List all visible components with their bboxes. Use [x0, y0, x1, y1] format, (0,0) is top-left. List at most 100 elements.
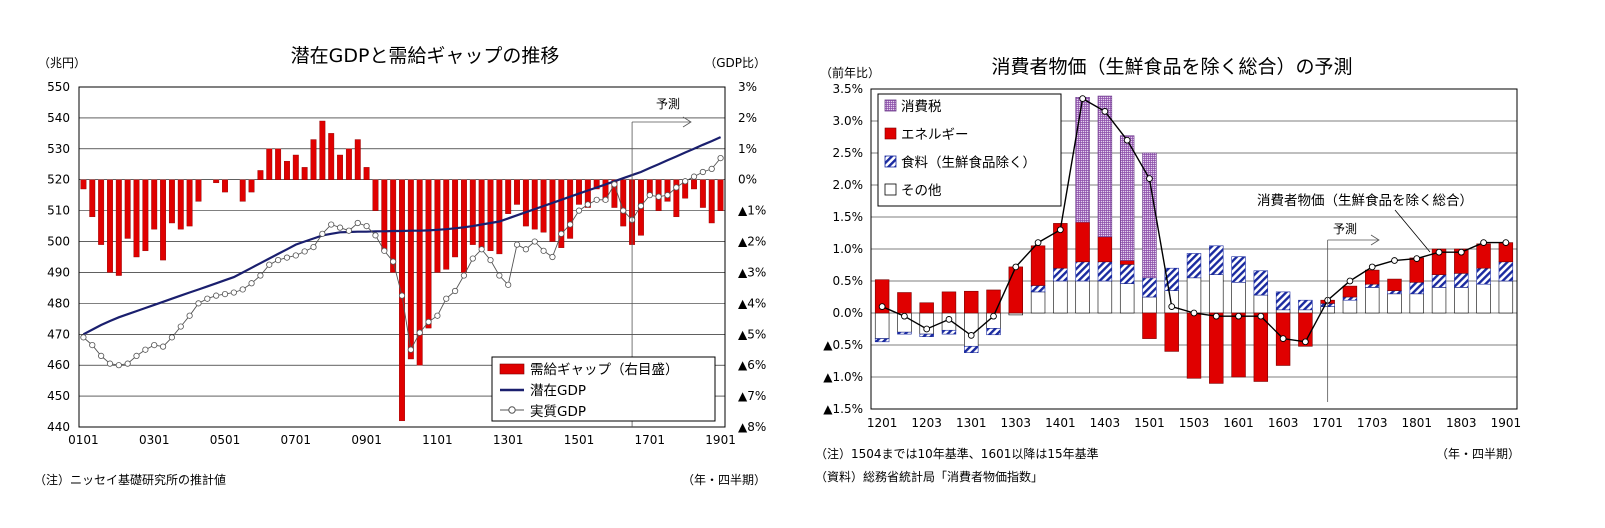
food-bar-segment [1097, 261, 1113, 282]
food-bar-segment [986, 328, 1001, 336]
gap-bar [284, 160, 290, 180]
other-bar-segment [1498, 280, 1514, 314]
gap-bar [717, 179, 724, 211]
right-chart-y-tick-label: 3.0% [833, 114, 864, 128]
right-legend-box [877, 93, 1062, 207]
real-gdp-point [513, 241, 521, 248]
real-gdp-point [425, 318, 432, 326]
real-gdp-point [575, 207, 583, 214]
gap-bar [177, 179, 184, 230]
right-y-ticks: 3% 2% 1% 0% ▲1% ▲2% ▲3% ▲4% ▲5% ▲6% ▲7% ▲8% [738, 80, 766, 434]
other-bar-segment [1275, 309, 1291, 314]
right-chart-x-ticks: 1201 1203 1301 1303 1401 1403 1501 1503 1601 1603… [867, 416, 1521, 430]
real-gdp-point [354, 219, 361, 227]
right-chart-y-tick-label: ▲1.5% [823, 402, 863, 416]
gap-bar [98, 179, 105, 245]
left-axis-unit: （兆円） [38, 56, 86, 70]
real-gdp-point [230, 289, 237, 296]
other-bar-segment [1253, 294, 1269, 314]
gap-bar [691, 179, 697, 190]
gap-bar [310, 139, 317, 180]
real-gdp-point [239, 286, 246, 293]
left-y-tick-label: 440 [47, 420, 70, 434]
right-chart-x-tick-label: 1901 [1491, 416, 1522, 430]
left-x-ticks: 0101 0301 0501 0701 0901 1101 1301 1501 1701 1901 [68, 433, 736, 447]
real-gdp-point [646, 192, 653, 199]
legend-food-swatch [884, 155, 897, 168]
left-x-tick-label: 0701 [281, 433, 312, 447]
right-y-tick-label: ▲1% [738, 204, 766, 218]
energy-bar-segment [941, 291, 957, 314]
tax-bar-segment [1119, 135, 1135, 261]
real-gdp-point [407, 346, 414, 353]
energy-bar-segment [964, 290, 979, 314]
food-bar-segment [941, 329, 957, 335]
energy-bar-segment [1053, 223, 1068, 269]
left-x-unit: （年・四半期） [682, 473, 766, 487]
gap-bar [89, 179, 96, 218]
energy-bar-segment [1164, 312, 1179, 352]
left-x-tick-label: 1901 [705, 433, 736, 447]
left-y-ticks: 440 450 460 470 480 490 500 510 520 530 540 550 [47, 80, 70, 434]
cpi-line-point [1391, 257, 1398, 264]
gap-bar [337, 154, 343, 180]
right-y-tick-label: ▲2% [738, 235, 766, 249]
cpi-line-point [1012, 263, 1020, 271]
real-gdp-point [690, 173, 698, 180]
cpi-line-point [1346, 277, 1354, 285]
cpi-line-point [1302, 338, 1309, 346]
food-bar-segment [1075, 261, 1090, 282]
real-gdp-point [460, 272, 468, 279]
cpi-line-point [1056, 226, 1064, 234]
gap-bar [345, 148, 352, 180]
real-gdp-point [257, 272, 264, 279]
legend-tax-swatch [884, 99, 897, 112]
cpi-forecast-chart: 消費者物価（生鮮食品を除く総合）の予測 （前年比） 3.5% 3.0% 2.5% 2.… [815, 56, 1521, 484]
gap-bar [407, 179, 414, 360]
food-bar-segment [1498, 261, 1514, 282]
right-chart-y-tick-label: 1.5% [833, 210, 864, 224]
left-x-tick-label: 1701 [635, 433, 666, 447]
real-gdp-point [124, 360, 131, 367]
left-y-tick-label: 530 [47, 142, 70, 156]
gap-bar [505, 179, 512, 214]
right-chart-y-tick-label: 2.0% [833, 178, 864, 192]
left-y-tick-label: 450 [47, 389, 70, 403]
right-y-tick-label: ▲7% [738, 389, 766, 403]
real-gdp-point [98, 352, 105, 360]
right-y-tick-label: ▲3% [738, 265, 766, 279]
left-y-tick-label: 490 [47, 265, 70, 279]
legend-real-swatch-marker [508, 406, 516, 414]
gap-bar [593, 179, 600, 190]
right-chart-x-tick-label: 1801 [1401, 416, 1432, 430]
other-bar-segment [1030, 291, 1046, 314]
left-note: （注）ニッセイ基礎研究所の推計値 [34, 472, 226, 487]
right-chart-y-tick-label: 0.5% [833, 274, 864, 288]
real-gdp-point [363, 222, 370, 230]
real-gdp-point [673, 184, 680, 191]
left-forecast-label: 予測 [656, 97, 680, 111]
gap-bar [567, 179, 574, 239]
right-axis-unit: （GDP比） [704, 56, 766, 70]
gap-bar [292, 154, 299, 180]
energy-bar-segment [1387, 278, 1402, 291]
cpi-line-point [1502, 239, 1510, 246]
real-gdp-point [496, 272, 503, 279]
cpi-line-point [1279, 335, 1287, 342]
cpi-line-point [1212, 312, 1220, 320]
energy-bar-segment [1186, 312, 1202, 379]
cpi-line-point [1190, 309, 1198, 317]
energy-bar-segment [1075, 221, 1090, 263]
real-gdp-point [531, 238, 538, 245]
gap-bar [390, 179, 397, 273]
right-chart-y-unit: （前年比） [820, 65, 880, 80]
real-gdp-point [558, 230, 565, 237]
right-chart-x-tick-label: 1701 [1312, 416, 1343, 430]
gap-bar [160, 179, 167, 261]
real-gdp-point [328, 221, 335, 228]
gap-bar [434, 179, 441, 273]
cpi-line-point [945, 316, 953, 323]
gap-bar [107, 179, 113, 273]
food-bar-segment [1231, 256, 1246, 283]
